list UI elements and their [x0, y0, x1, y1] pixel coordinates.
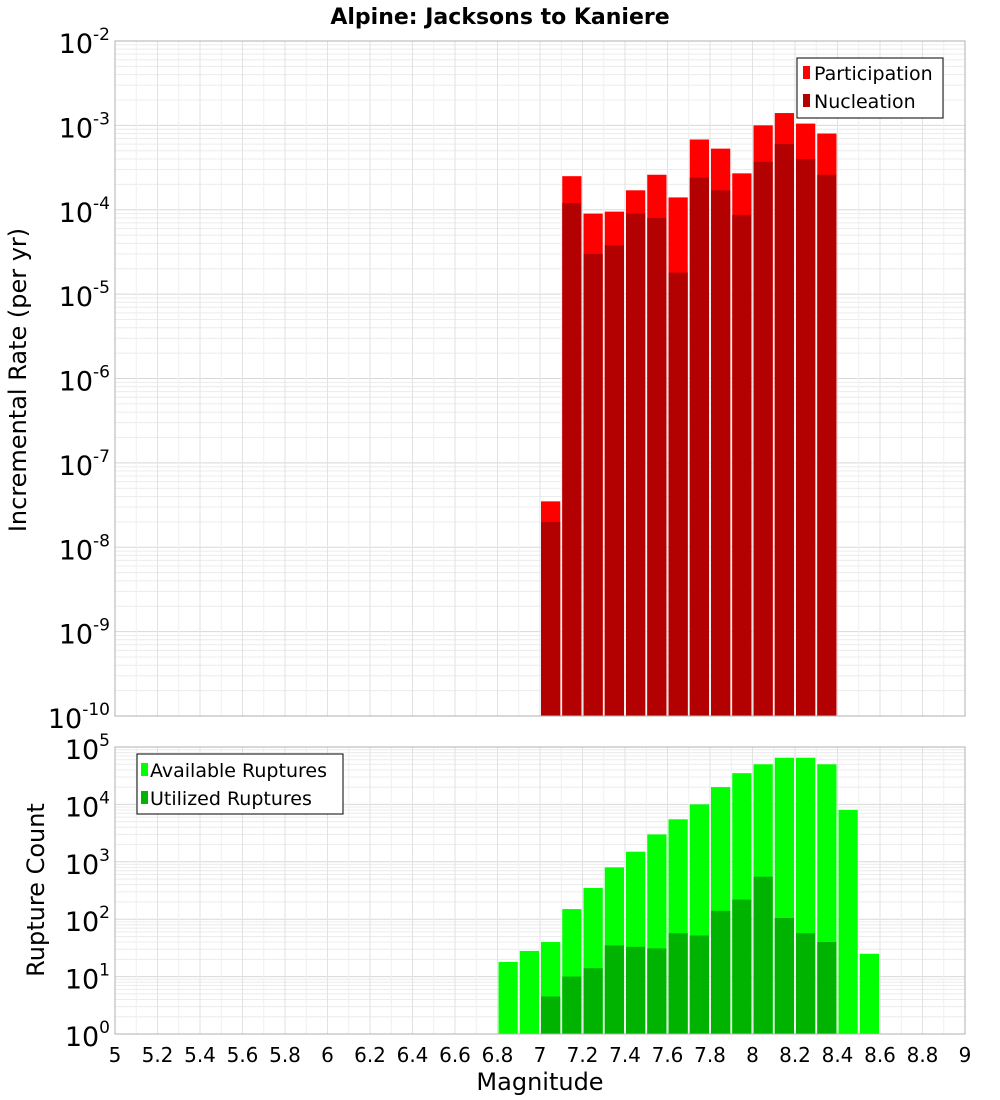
x-tick-label: 7.4 [609, 1043, 641, 1067]
rate-legend-box [796, 57, 944, 119]
nucleation-bar [583, 253, 603, 716]
count-y-tick-label: 104 [65, 788, 110, 823]
utilized-legend-label: Utilized Ruptures [150, 788, 312, 810]
x-tick-label: 8.4 [822, 1043, 854, 1067]
rate-plot-frame [114, 40, 966, 717]
utilized-ruptures-bar [562, 976, 582, 1034]
rate-y-tick-label: 10-9 [59, 616, 110, 651]
count-plot-frame [114, 746, 966, 1035]
x-tick-label: 8 [746, 1043, 759, 1067]
x-tick-label: 5.4 [184, 1043, 216, 1067]
rate-y-tick-label: 10-7 [59, 447, 110, 482]
utilized-legend-swatch [141, 791, 148, 804]
count-y-ticks: 100 101 102 103 104 105 [65, 731, 110, 1053]
utilized-ruptures-bar [647, 948, 667, 1034]
count-y-tick-label: 105 [65, 731, 110, 766]
rate-y-tick-label: 10-8 [59, 531, 110, 566]
nucleation-bar [668, 272, 688, 716]
x-tick-label: 6.6 [439, 1043, 471, 1067]
x-tick-label: 9 [959, 1043, 972, 1067]
available-legend-swatch [141, 763, 148, 776]
nucleation-legend-label: Nucleation [814, 91, 916, 113]
x-tick-label: 8.2 [779, 1043, 811, 1067]
utilized-ruptures-bar [626, 946, 646, 1034]
utilized-ruptures-bar [732, 899, 752, 1034]
x-tick-label: 7.8 [694, 1043, 726, 1067]
nucleation-bar [732, 214, 752, 716]
available-ruptures-bar [498, 961, 518, 1034]
x-tick-label: 5.2 [142, 1043, 174, 1067]
count-y-tick-label: 102 [65, 903, 110, 938]
rate-y-axis-label: Incremental Rate (per yr) [4, 228, 32, 532]
nucleation-bar [604, 245, 624, 717]
x-tick-label: 7.6 [652, 1043, 684, 1067]
nucleation-bar [541, 521, 561, 716]
nucleation-bar [711, 190, 731, 716]
participation-legend-swatch [803, 66, 810, 79]
utilized-ruptures-bar [689, 935, 709, 1034]
utilized-ruptures-bar [774, 917, 794, 1034]
nucleation-legend-swatch [803, 94, 810, 107]
x-tick-label: 6.2 [354, 1043, 386, 1067]
count-panel: 100 101 102 103 104 105 5 5.2 5.4 5.6 5.8 6 6.2 6.4 6… [22, 731, 971, 1096]
nucleation-bar [647, 217, 667, 716]
x-tick-label: 5.8 [269, 1043, 301, 1067]
count-legend-box [136, 753, 344, 815]
rate-y-tick-label: 10-6 [59, 363, 110, 398]
nucleation-bar [753, 161, 773, 716]
available-ruptures-bar [859, 953, 879, 1034]
count-x-ticks: 5 5.2 5.4 5.6 5.8 6 6.2 6.4 6.6 6.8 7 7.2 7.4 7.6 7.8 8… [109, 1043, 972, 1067]
count-legend: Available Ruptures Utilized Ruptures [136, 753, 344, 815]
utilized-ruptures-bar [668, 933, 688, 1034]
x-tick-label: 8.8 [907, 1043, 939, 1067]
utilized-ruptures-bar [711, 910, 731, 1034]
rate-y-tick-label: 10-5 [59, 278, 110, 313]
utilized-ruptures-bar [817, 942, 837, 1034]
count-bars [498, 757, 879, 1034]
x-tick-label: 6 [321, 1043, 334, 1067]
rate-grid [115, 41, 965, 717]
nucleation-bar [562, 203, 582, 716]
available-ruptures-bar [519, 950, 539, 1034]
available-legend-label: Available Ruptures [150, 760, 327, 782]
nucleation-bar [817, 174, 837, 716]
nucleation-bar [626, 213, 646, 717]
x-tick-label: 5 [109, 1043, 122, 1067]
count-y-tick-label: 103 [65, 846, 110, 881]
utilized-ruptures-bar [796, 933, 816, 1034]
chart-title: Alpine: Jacksons to Kaniere [330, 5, 669, 30]
nucleation-bar [689, 177, 709, 716]
rate-panel: 10-10 10-9 10-8 10-7 10-6 10-5 10-4 10-3 10-2 In… [4, 25, 966, 735]
rate-y-tick-label: 10-2 [59, 25, 110, 60]
x-tick-label: 6.8 [482, 1043, 514, 1067]
rate-legend: Participation Nucleation [796, 57, 944, 119]
nucleation-bar [796, 158, 816, 717]
x-tick-label: 7 [534, 1043, 547, 1067]
rate-bars [541, 113, 837, 717]
utilized-ruptures-bar [753, 876, 773, 1034]
x-tick-label: 6.4 [397, 1043, 429, 1067]
rate-y-ticks: 10-10 10-9 10-8 10-7 10-6 10-5 10-4 10-3 10-2 [48, 25, 110, 735]
utilized-ruptures-bar [604, 945, 624, 1034]
rate-y-tick-label: 10-4 [59, 194, 110, 229]
available-ruptures-bar [838, 809, 858, 1034]
x-tick-label: 7.2 [567, 1043, 599, 1067]
count-y-tick-label: 101 [65, 961, 110, 996]
participation-legend-label: Participation [814, 63, 933, 85]
rate-y-tick-label: 10-10 [48, 700, 110, 735]
x-tick-label: 5.6 [227, 1043, 259, 1067]
count-y-tick-label: 100 [65, 1018, 110, 1053]
count-y-axis-label: Rupture Count [22, 803, 50, 977]
rate-y-tick-label: 10-3 [59, 109, 110, 144]
utilized-ruptures-bar [583, 968, 603, 1034]
utilized-ruptures-bar [541, 996, 561, 1034]
nucleation-bar [774, 144, 794, 716]
x-tick-label: 8.6 [864, 1043, 896, 1067]
x-axis-label: Magnitude [476, 1068, 603, 1096]
